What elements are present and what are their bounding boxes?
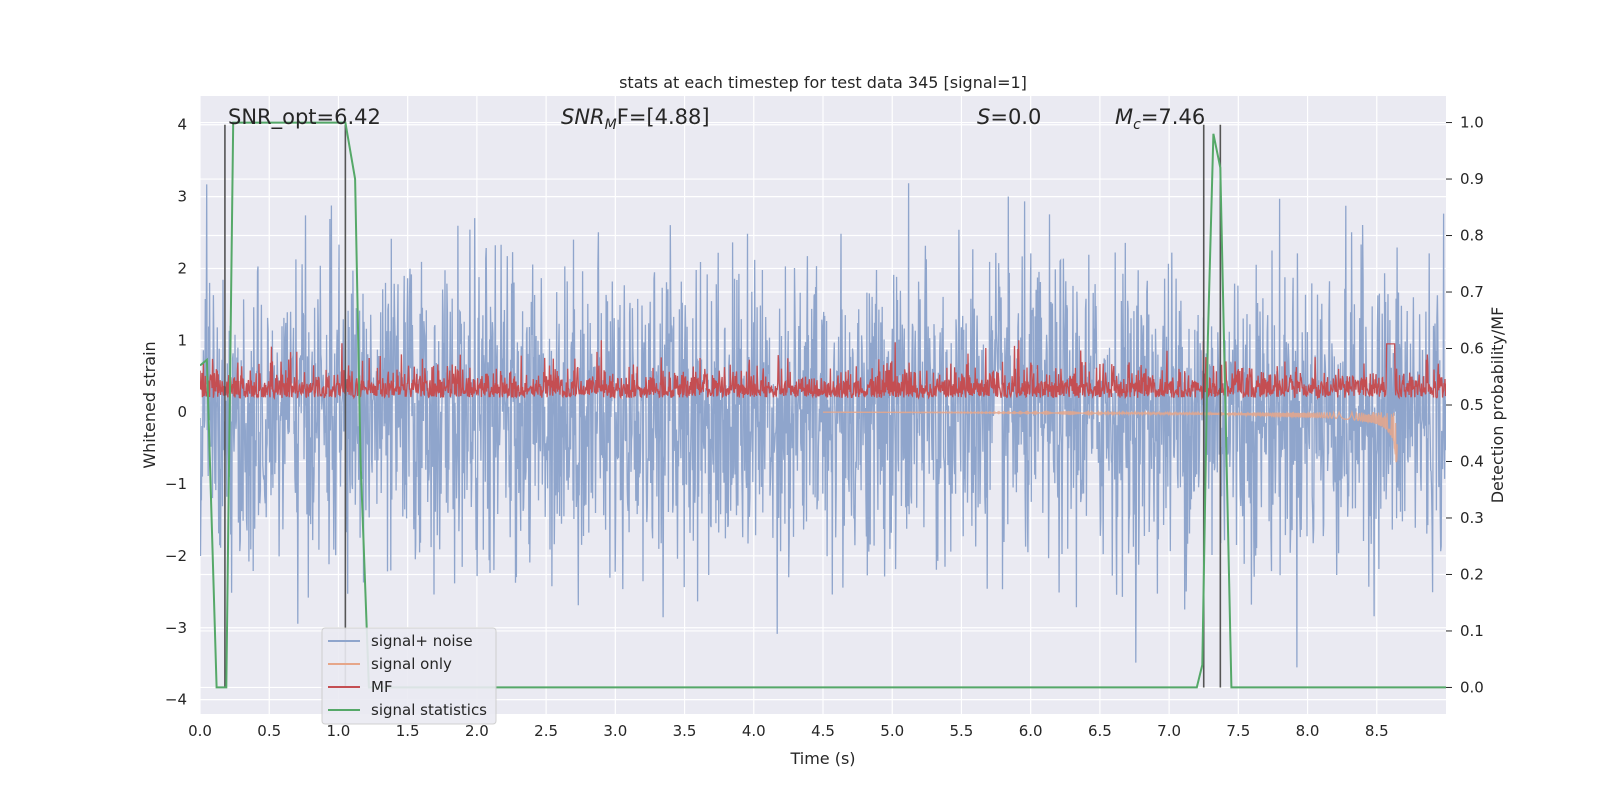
x-tick-label: 0.5 (257, 722, 281, 740)
legend-label-signal-only: signal only (371, 655, 452, 673)
y-tick-label: 0 (177, 403, 187, 421)
x-axis-label: Time (s) (789, 749, 855, 768)
series-signal-only (823, 409, 1398, 463)
x-tick-label: 7.0 (1157, 722, 1181, 740)
chart-title: stats at each timestep for test data 345… (619, 73, 1027, 92)
x-tick-label: 2.5 (534, 722, 558, 740)
y-tick-label: 4 (177, 116, 187, 134)
y2-tick-label: 0.6 (1460, 340, 1484, 358)
legend-box (321, 627, 497, 725)
x-tick-label: 0.0 (188, 722, 212, 740)
y-tick-labels: −4 −3 −2 −1 0 1 2 3 4 (165, 116, 187, 709)
annotation-s: S=0.0 (977, 105, 1041, 129)
x-tick-label: 6.0 (1019, 722, 1043, 740)
x-tick-label: 5.5 (950, 722, 974, 740)
x-tick-label: 8.5 (1365, 722, 1389, 740)
y2-tick-label: 0.4 (1460, 452, 1484, 470)
x-tick-label: 3.5 (673, 722, 697, 740)
y-tick-label: 2 (177, 259, 187, 277)
y2-tick-label: 0.1 (1460, 622, 1484, 640)
x-tick-label: 5.0 (880, 722, 904, 740)
y-axis-label: Whitened strain (140, 341, 159, 468)
x-tick-label: 7.5 (1226, 722, 1250, 740)
plot-area (200, 121, 1446, 689)
x-tick-label: 1.5 (396, 722, 420, 740)
y2-axis-label: Detection probability/MF (1488, 307, 1507, 504)
y-tick-label: 1 (177, 331, 187, 349)
y2-tick-label: 0.2 (1460, 565, 1484, 583)
x-tick-label: 6.5 (1088, 722, 1112, 740)
y-tick-label: −1 (165, 475, 187, 493)
y-tick-label: −2 (165, 547, 187, 565)
annotation-snr-opt: SNR_opt=6.42 (228, 105, 381, 130)
x-tick-label: 2.0 (465, 722, 489, 740)
legend-label-signal-statistics: signal statistics (371, 701, 487, 719)
x-tick-label: 4.0 (742, 722, 766, 740)
y2-tick-label: 0.3 (1460, 509, 1484, 527)
series-mf (200, 340, 1446, 401)
y-tick-label: −4 (165, 691, 187, 709)
annotation-snr-mf: SNRMF=[4.88] (561, 105, 710, 133)
y-tick-label: −3 (165, 619, 187, 637)
x-tick-label: 3.0 (603, 722, 627, 740)
y2-tick-label: 0.5 (1460, 396, 1484, 414)
annotation-mc: Mc=7.46 (1115, 105, 1205, 133)
y2-tick-label: 0.0 (1460, 678, 1484, 696)
legend-label-signal-noise: signal+ noise (371, 632, 473, 650)
y2-tick-labels: 0.0 0.1 0.2 0.3 0.4 0.5 0.6 0.7 0.8 0.9 1.0 (1446, 114, 1484, 696)
y2-tick-label: 0.8 (1460, 227, 1484, 245)
x-tick-label: 1.0 (327, 722, 351, 740)
x-tick-label: 8.0 (1296, 722, 1320, 740)
x-tick-label: 4.5 (811, 722, 835, 740)
x-tick-labels: 0.0 0.5 1.0 1.5 2.0 2.5 3.0 3.5 4.0 4.5 5.0 5.5 6.0 6… (188, 722, 1389, 740)
y2-tick-label: 0.7 (1460, 283, 1484, 301)
y-tick-label: 3 (177, 188, 187, 206)
legend-label-mf: MF (371, 678, 393, 696)
legend: signal+ noise signal only MF signal stat… (321, 627, 497, 725)
y2-tick-label: 1.0 (1460, 114, 1484, 132)
y2-tick-label: 0.9 (1460, 170, 1484, 188)
